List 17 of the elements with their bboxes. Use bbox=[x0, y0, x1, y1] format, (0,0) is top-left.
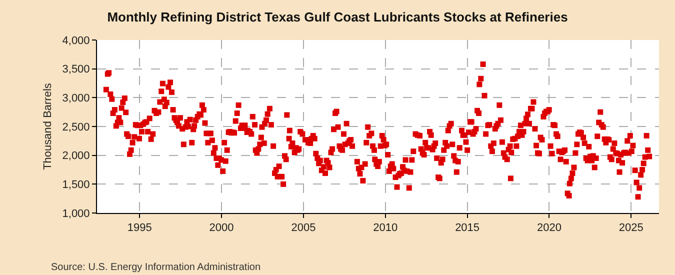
x-tick-label: 2025 bbox=[618, 222, 644, 234]
x-tick-label: 2015 bbox=[455, 222, 480, 234]
y-tick-label: 3,000 bbox=[62, 92, 90, 105]
x-tick-label: 2010 bbox=[373, 222, 398, 234]
x-tick-label: 2020 bbox=[536, 222, 562, 234]
x-tick-label: 2005 bbox=[291, 222, 316, 234]
y-tick-label: 3,500 bbox=[62, 64, 90, 76]
x-tick-label: 1995 bbox=[127, 222, 152, 234]
source-note: Source: U.S. Energy Information Administration bbox=[51, 262, 261, 273]
y-axis-title: Thousand Barrels bbox=[42, 82, 54, 170]
y-tick-label: 1,500 bbox=[62, 179, 90, 192]
y-tick-label: 4,000 bbox=[62, 34, 90, 47]
y-tick-label: 1,000 bbox=[62, 208, 90, 220]
y-tick-label: 2,000 bbox=[62, 150, 90, 162]
x-tick-label: 2000 bbox=[209, 222, 234, 234]
y-tick-label: 2,500 bbox=[62, 121, 90, 134]
chart-title: Monthly Refining District Texas Gulf Coast Lubricants Stocks at Refineries bbox=[107, 9, 568, 24]
